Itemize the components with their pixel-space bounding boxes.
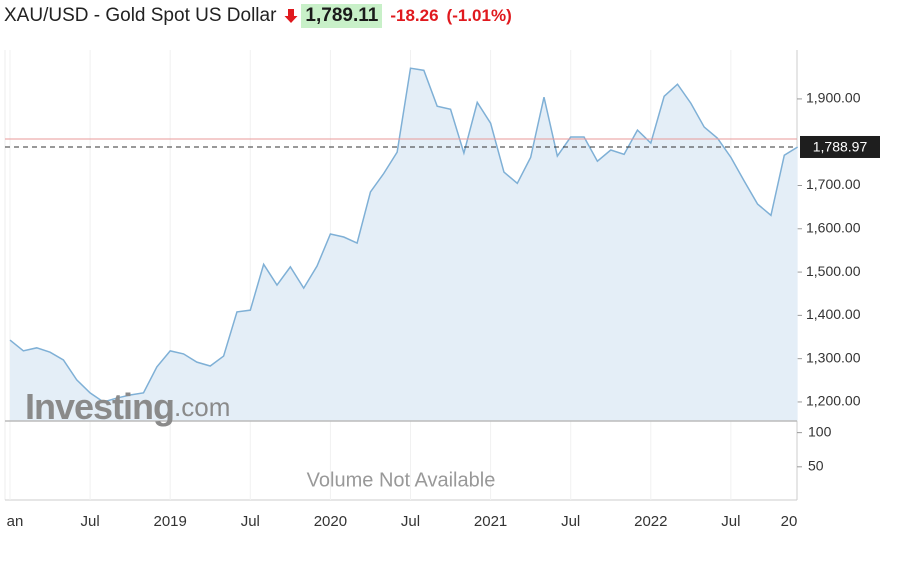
y-tick-label: 1,600.00: [806, 219, 861, 235]
x-tick-label: Jul: [241, 513, 260, 530]
x-tick-label: 2021: [474, 513, 507, 530]
change-percent: (-1.01%): [446, 6, 512, 25]
x-tick-label: an: [7, 513, 24, 530]
x-tick-label: Jul: [401, 513, 420, 530]
x-tick-label: 20: [781, 513, 798, 530]
x-tick-label: 2022: [634, 513, 667, 530]
x-tick-label: 2019: [154, 513, 187, 530]
y-tick-label: 1,700.00: [806, 176, 861, 192]
x-tick-label: 2020: [314, 513, 347, 530]
title: XAU/USD - Gold Spot US Dollar: [4, 5, 277, 26]
x-tick-label: Jul: [721, 513, 740, 530]
watermark-suffix: .com: [174, 392, 230, 422]
change: -18.26: [390, 6, 439, 25]
price: 1,789.11: [301, 4, 383, 28]
y-tick-label: 1,900.00: [806, 90, 861, 106]
y-tick-label: 1,500.00: [806, 263, 861, 279]
watermark-main: Investing: [25, 386, 174, 427]
header: XAU/USD - Gold Spot US Dollar 1,789.11 -…: [4, 4, 520, 28]
y-tick-label: 1,400.00: [806, 306, 861, 322]
down-arrow: [284, 9, 298, 23]
area-fill: [10, 68, 798, 421]
y-tick-label: 1,300.00: [806, 349, 861, 365]
volume-note: Volume Not Available: [307, 469, 496, 491]
y-tick-label: 1,200.00: [806, 393, 861, 409]
x-tick-label: Jul: [561, 513, 580, 530]
last-value-box: [800, 135, 880, 158]
x-tick-label: Jul: [81, 513, 100, 530]
watermark: Investing.com: [25, 386, 230, 427]
volume-tick-label: 50: [808, 458, 824, 474]
price-line: [9, 67, 799, 403]
volume-tick-label: 100: [808, 423, 832, 439]
last-value-label: 1,788.97: [813, 139, 868, 155]
